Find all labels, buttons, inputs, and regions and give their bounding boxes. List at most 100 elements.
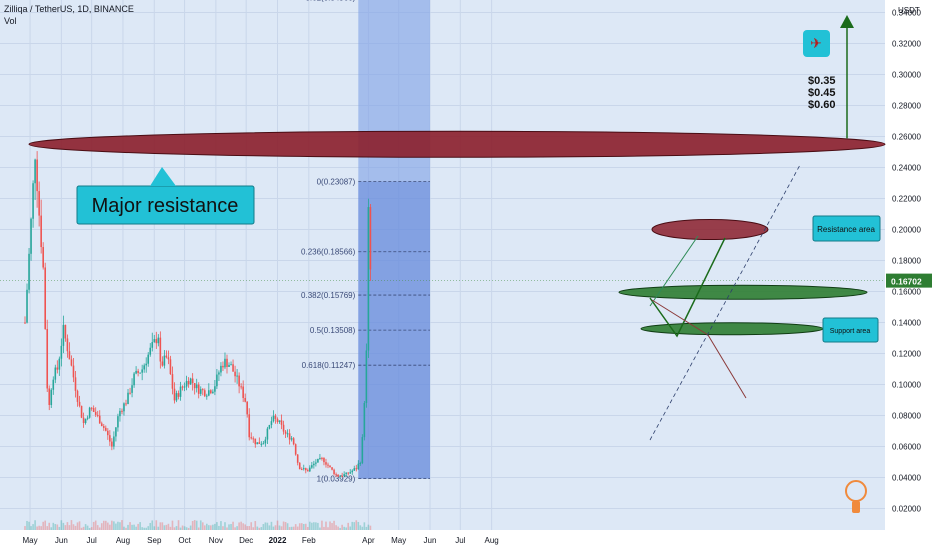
volume-bar	[331, 523, 333, 530]
candle-body	[26, 289, 28, 323]
chart-header: Zilliqa / TetherUS, 1D, BINANCE Vol	[4, 3, 134, 27]
volume-bar	[115, 523, 117, 530]
volume-bar	[82, 526, 85, 530]
volume-bar	[292, 526, 295, 530]
volume-bar	[161, 522, 164, 530]
target-price: $0.60	[808, 99, 836, 111]
volume-bar	[167, 523, 170, 530]
candle-body	[125, 403, 127, 405]
volume-bar	[48, 522, 51, 530]
volume-bar	[199, 520, 202, 530]
candle-body	[44, 267, 46, 330]
y-tick-label: 0.04000	[892, 474, 921, 483]
candle-body	[171, 374, 174, 389]
volume-bar	[234, 527, 236, 530]
candle-body	[76, 390, 79, 402]
target-arrow-head	[840, 15, 854, 28]
candle-body	[157, 337, 160, 344]
candle-body	[319, 457, 321, 459]
x-tick-label: May	[22, 536, 37, 545]
chart-background	[0, 0, 885, 530]
candle-body	[256, 442, 259, 445]
volume-bar	[143, 527, 145, 530]
rocket-glyph: ✈	[810, 35, 822, 51]
volume-bar	[163, 525, 166, 530]
candle-body	[266, 428, 269, 440]
volume-bar	[288, 527, 291, 530]
volume-bar	[145, 527, 147, 530]
volume-bar	[38, 525, 40, 530]
volume-bar	[254, 521, 257, 530]
candle-body	[212, 391, 214, 394]
candle-body	[363, 403, 366, 438]
y-tick-label: 0.28000	[892, 102, 921, 111]
volume-bar	[185, 527, 188, 530]
candle-body	[315, 462, 317, 464]
drawings: Major resistance Resistance area Support a…	[0, 15, 932, 513]
candle-body	[367, 207, 370, 351]
candle-body	[169, 359, 172, 375]
candle-body	[102, 426, 105, 428]
candle-body	[40, 215, 42, 248]
volume-bar	[236, 526, 238, 530]
candle-body	[149, 347, 152, 355]
volume-bar	[323, 526, 325, 530]
volume-bar	[210, 525, 212, 530]
candle-body	[365, 350, 368, 404]
fib-level-label: -0.62(0.34966)	[303, 0, 356, 3]
volume-bar	[107, 522, 109, 530]
volume-bar	[94, 520, 97, 530]
x-tick-label: Jun	[424, 536, 437, 545]
y-tick-label: 0.22000	[892, 195, 921, 204]
lightbulb-base	[852, 501, 860, 513]
candle-body	[345, 472, 347, 475]
volume-bar	[232, 521, 234, 530]
volume-bar	[319, 527, 321, 530]
volume-bar	[216, 522, 218, 530]
volume-bar	[123, 526, 125, 530]
rocket-icon	[803, 30, 830, 57]
x-tick-label: Aug	[116, 536, 130, 545]
volume-bar	[302, 523, 305, 530]
candle-body	[123, 403, 125, 412]
candle-body	[238, 375, 240, 387]
fib-level-label: 1(0.03929)	[317, 475, 356, 484]
volume-bar	[135, 526, 137, 530]
candle-body	[351, 470, 354, 473]
candle-body	[78, 401, 81, 406]
support-area-text: Support area	[830, 328, 871, 335]
candle-body	[236, 375, 238, 377]
volume-bar	[96, 525, 99, 530]
candle-body	[133, 373, 135, 386]
x-tick-label: Jul	[87, 536, 97, 545]
candle-body	[331, 467, 333, 470]
volume-bar	[80, 527, 83, 530]
volume-bar	[282, 521, 285, 530]
volume-bar	[60, 520, 63, 530]
resistance-area-text: Resistance area	[817, 225, 875, 234]
candle-body	[325, 462, 327, 465]
candle-body	[119, 410, 121, 417]
candle-body	[167, 357, 170, 360]
candle-body	[199, 389, 202, 394]
volume-bar	[286, 523, 289, 530]
candle-body	[353, 468, 356, 471]
candle-body	[359, 463, 362, 465]
candle-body	[343, 474, 345, 477]
volume-bar	[266, 522, 269, 530]
candle-body	[139, 372, 141, 374]
volume-bar	[86, 525, 89, 530]
x-tick-label: Jul	[455, 536, 465, 545]
target-price: $0.45	[808, 87, 836, 99]
volume-bar	[62, 522, 65, 530]
volume-bar	[58, 526, 61, 530]
volume-bar	[98, 527, 101, 530]
volume-bar	[151, 520, 154, 530]
candle-body	[48, 388, 51, 405]
volume-bar	[30, 526, 32, 530]
volume-bar	[28, 521, 30, 530]
volume-bar	[34, 520, 36, 530]
volume-bar	[224, 522, 226, 530]
candle-body	[234, 371, 236, 377]
volume-bar	[290, 526, 293, 530]
